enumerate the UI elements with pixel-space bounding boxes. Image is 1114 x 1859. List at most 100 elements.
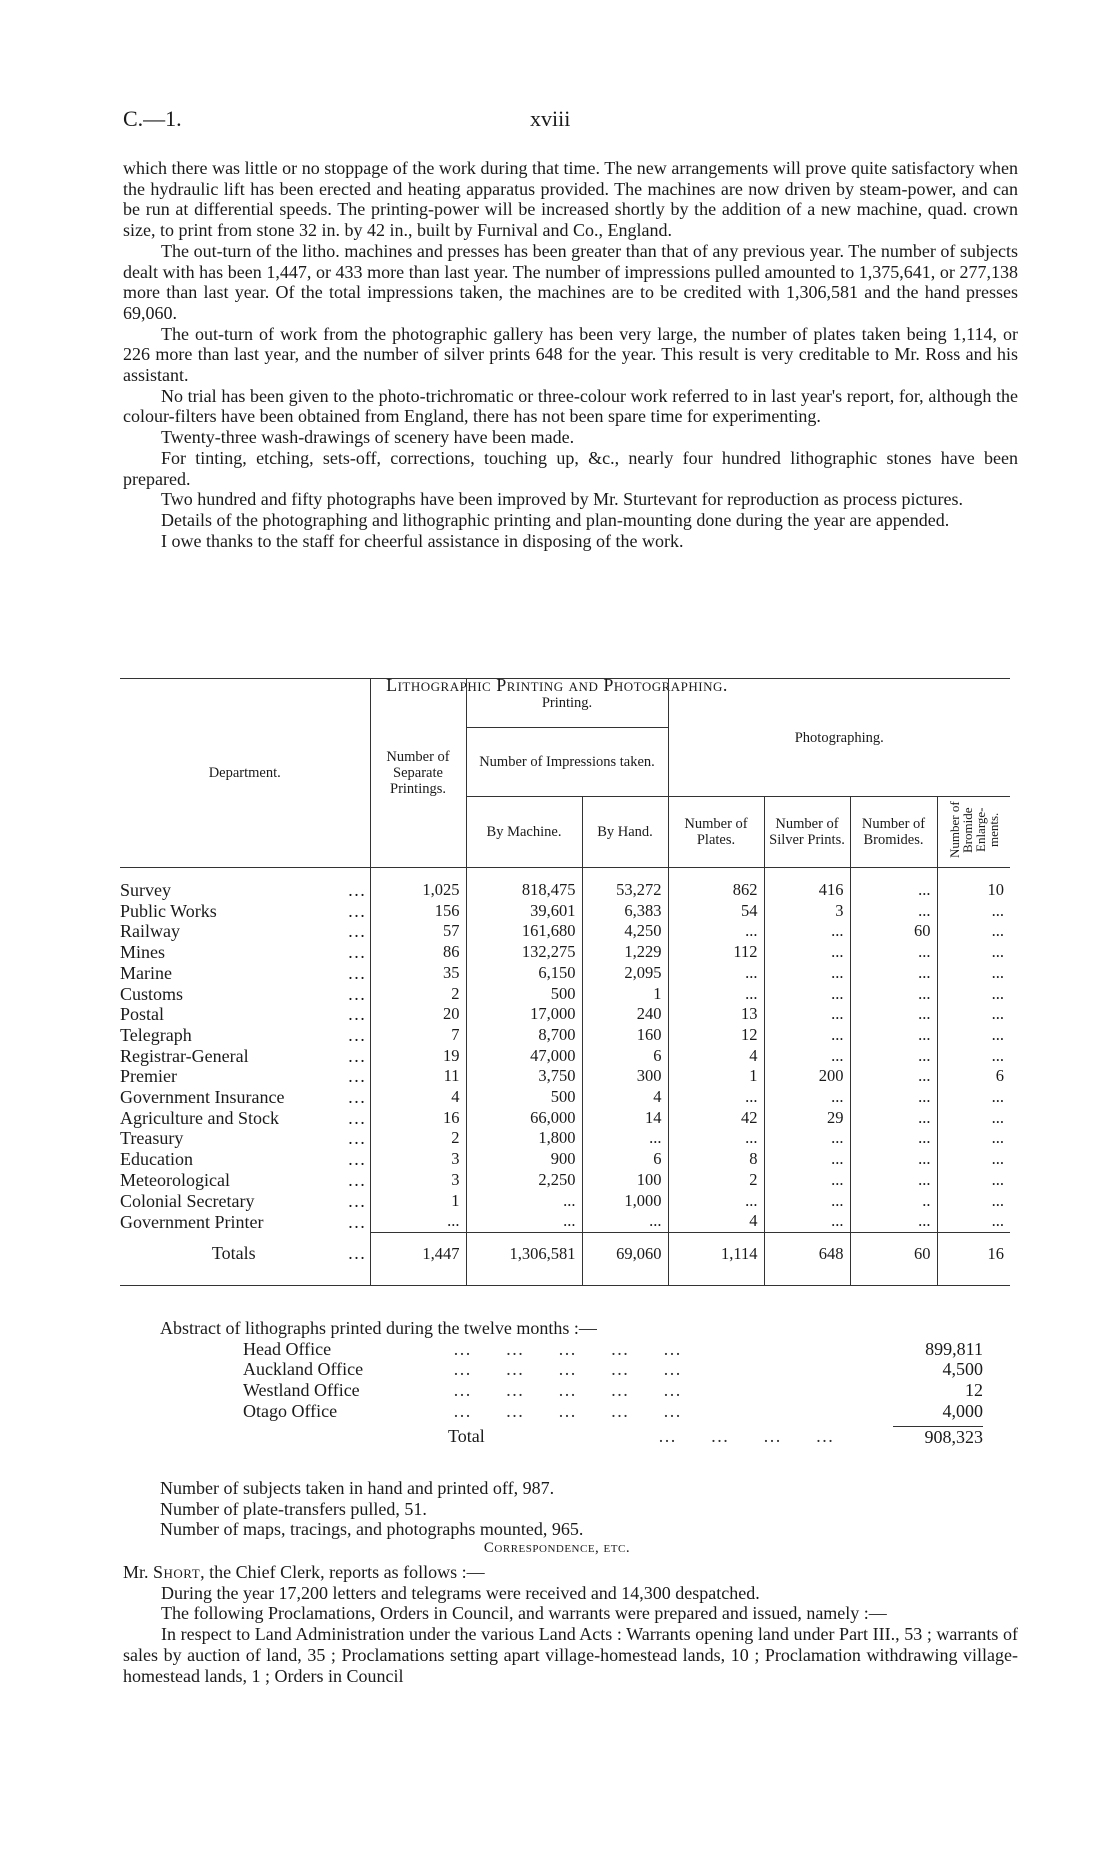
cell-by-hand: 1,229 (581, 942, 668, 963)
cell-bromides: 60 (849, 921, 937, 943)
cell-separate-printings: 4 (369, 1087, 466, 1108)
cell-department: Public Works… (120, 900, 366, 921)
cell-enlargements: ... (936, 1107, 1010, 1129)
abstract-office: Auckland Office (243, 1359, 364, 1380)
cell-silver-prints: ... (763, 1190, 850, 1212)
cell-by-hand: 6 (581, 1149, 668, 1170)
cell-department: Registrar-General… (120, 1045, 366, 1066)
abstract-office: Head Office (243, 1338, 332, 1359)
body-text: which there was little or no stoppage of… (123, 158, 1018, 551)
paragraph: I owe thanks to the staff for cheerful a… (161, 530, 684, 551)
abstract-item: Head Office… … … … … 899,811 (243, 1338, 983, 1359)
cell-enlargements: ... (936, 1149, 1010, 1170)
abstract-total-row: Total … … … … 908,323 (243, 1425, 983, 1448)
cell-bromides: ... (849, 880, 937, 901)
cell-by-hand: 53,272 (581, 880, 668, 901)
cell-bromides: .. (849, 1190, 937, 1212)
cell-department: Treasury… (120, 1128, 366, 1149)
cell-silver-prints: ... (763, 1087, 850, 1108)
table-row: Mines… 86 132,275 1,229 112......... (120, 942, 1010, 963)
cell-silver-prints: ... (763, 983, 850, 1005)
header-photographing: Photographing. (667, 678, 1010, 797)
cell-plates: ... (667, 1087, 764, 1108)
cell-by-hand: 2,095 (581, 962, 668, 984)
cell-silver-prints: ... (763, 1128, 850, 1150)
cell-by-machine: ... (465, 1211, 582, 1233)
cell-by-hand: 4,250 (581, 921, 668, 943)
cell-by-machine: 161,680 (465, 921, 582, 943)
cell-department: Government Printer… (120, 1211, 366, 1232)
table-row: Treasury… 2 1,800............... (120, 1128, 1010, 1150)
table-row: Marine… 35 6,150 2,095............ (120, 962, 1010, 984)
paragraph: The following Proclamations, Orders in C… (161, 1603, 887, 1624)
cell-separate-printings: 1,447 (369, 1231, 466, 1275)
header-by-hand: By Hand. (581, 796, 668, 868)
table-row: Telegraph… 7 8,700 160 12......... (120, 1024, 1010, 1046)
cell-department: Marine… (120, 962, 366, 983)
cell-separate-printings: 16 (369, 1107, 466, 1129)
cell-silver-prints: 3 (763, 900, 850, 922)
cell-enlargements: ... (936, 962, 1010, 984)
cell-plates: 112 (667, 942, 764, 963)
page-number: xviii (530, 106, 571, 131)
cell-department: Premier… (120, 1066, 366, 1087)
table-row: Government Insurance… 4 500 4............ (120, 1087, 1010, 1108)
cell-bromides: ... (849, 1066, 937, 1088)
cell-plates: 1 (667, 1066, 764, 1088)
abstract-office: Otago Office (243, 1400, 338, 1421)
table-row: Totals… 1,447 1,306,581 69,060 1,114 648 60 16 (120, 1231, 1010, 1275)
cell-bromides: ... (849, 1024, 937, 1046)
cell-by-hand: 1,000 (581, 1190, 668, 1212)
cell-silver-prints: ... (763, 921, 850, 943)
cell-plates: 4 (667, 1045, 764, 1067)
cell-department: Totals… (211, 1243, 366, 1264)
cell-plates: 862 (667, 880, 764, 901)
cell-bromides: ... (849, 983, 937, 1005)
cell-by-hand: 100 (581, 1169, 668, 1191)
cell-separate-printings: 1 (369, 1190, 466, 1212)
cell-separate-printings: 3 (369, 1169, 466, 1191)
cell-separate-printings: 7 (369, 1024, 466, 1046)
cell-enlargements: ... (936, 1004, 1010, 1025)
cell-by-machine: 3,750 (465, 1066, 582, 1088)
cell-separate-printings: 3 (369, 1149, 466, 1170)
header-plates: Number of Plates. (667, 796, 764, 868)
abstract-value: 4,500 (942, 1359, 984, 1380)
header-department: Department. (208, 765, 281, 781)
correspondence-text: Mr. Short, the Chief Clerk, reports as f… (123, 1562, 1018, 1686)
paragraph: The out-turn of the litho. machines and … (123, 240, 1018, 323)
cell-silver-prints: ... (763, 1169, 850, 1191)
cell-enlargements: ... (936, 942, 1010, 963)
cell-enlargements: ... (936, 921, 1010, 943)
summary: Number of subjects taken in hand and pri… (160, 1478, 583, 1540)
cell-plates: 4 (667, 1211, 764, 1233)
cell-bromides: ... (849, 962, 937, 984)
cell-separate-printings: 156 (369, 900, 466, 922)
cell-by-machine: 500 (465, 983, 582, 1005)
cell-by-hand: 4 (581, 1087, 668, 1108)
paragraph: During the year 17,200 letters and teleg… (161, 1582, 760, 1603)
summary-line: Number of subjects taken in hand and pri… (160, 1478, 555, 1498)
cell-enlargements: ... (936, 1045, 1010, 1067)
cell-enlargements: ... (936, 1128, 1010, 1150)
abstract-value: 4,000 (942, 1400, 984, 1421)
cell-silver-prints: 29 (763, 1107, 850, 1129)
cell-plates: 54 (667, 900, 764, 922)
cell-bromides: ... (849, 1169, 937, 1191)
header-printing: Printing. (465, 678, 668, 728)
cell-silver-prints: ... (763, 1149, 850, 1170)
abstract-item: Auckland Office… … … … … 4,500 (243, 1359, 983, 1380)
correspondence-intro: Mr. Short, the Chief Clerk, reports as f… (123, 1562, 485, 1582)
table-row: Agriculture and Stock… 16 66,000 14 42 29....… (120, 1107, 1010, 1129)
cell-by-machine: 2,250 (465, 1169, 582, 1191)
cell-separate-printings: 86 (369, 942, 466, 963)
cell-enlargements: ... (936, 1024, 1010, 1046)
cell-by-hand: 6,383 (581, 900, 668, 922)
cell-enlargements: ... (936, 1087, 1010, 1108)
paragraph: Twenty-three wash-drawings of scenery ha… (161, 427, 575, 448)
paragraph: which there was little or no stoppage of… (123, 158, 1018, 241)
cell-by-machine: 132,275 (465, 942, 582, 963)
cell-department: Meteorological… (120, 1169, 366, 1190)
cell-silver-prints: 200 (763, 1066, 850, 1088)
header-bromides: Number of Bromides. (849, 796, 937, 868)
